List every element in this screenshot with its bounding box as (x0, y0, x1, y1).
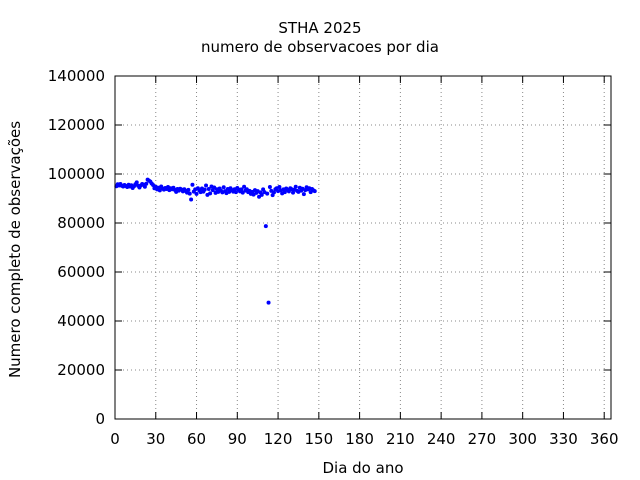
data-points (114, 177, 317, 305)
data-point (221, 185, 226, 190)
chart-title: STHA 2025 (278, 19, 362, 37)
y-tick-label: 60000 (57, 263, 105, 281)
x-tick-label: 30 (146, 430, 165, 448)
data-point (204, 183, 209, 188)
data-point (233, 190, 238, 195)
y-tick-label: 40000 (57, 312, 105, 330)
axis-ticks: 0 20000 40000 60000 80000 100000 120000 140000 0… (48, 67, 619, 448)
data-point (282, 190, 287, 195)
data-point (134, 180, 139, 185)
data-point (208, 191, 213, 196)
data-point (202, 187, 207, 192)
x-tick-label: 300 (508, 430, 537, 448)
grid-lines (115, 76, 611, 419)
data-point (189, 197, 194, 202)
x-tick-label: 240 (427, 430, 456, 448)
data-point (242, 184, 247, 189)
data-point (194, 191, 199, 196)
x-tick-label: 210 (386, 430, 415, 448)
x-tick-label: 330 (549, 430, 578, 448)
y-tick-label: 140000 (48, 67, 105, 85)
data-point (286, 189, 291, 194)
data-point (312, 189, 317, 194)
data-point (263, 224, 268, 229)
data-point (206, 186, 211, 191)
data-point (239, 187, 244, 192)
y-tick-label: 80000 (57, 214, 105, 232)
plot-frame (114, 75, 612, 420)
data-point (266, 300, 271, 305)
x-axis-label: Dia do ano (322, 459, 403, 477)
data-point (301, 192, 306, 197)
y-tick-label: 20000 (57, 361, 105, 379)
x-tick-label: 180 (345, 430, 374, 448)
x-tick-label: 360 (590, 430, 619, 448)
y-tick-label: 100000 (48, 165, 105, 183)
y-axis-label: Numero completo de observações (6, 121, 24, 378)
x-tick-label: 90 (228, 430, 247, 448)
x-tick-label: 0 (110, 430, 120, 448)
data-point (277, 184, 282, 189)
data-point (190, 182, 195, 187)
x-tick-label: 60 (187, 430, 206, 448)
data-point (144, 181, 149, 186)
data-point (265, 191, 270, 196)
y-tick-label: 120000 (48, 116, 105, 134)
chart-subtitle: numero de observacoes por dia (201, 38, 439, 56)
data-point (293, 184, 298, 189)
data-point (259, 192, 264, 197)
data-point (186, 187, 191, 192)
data-point (267, 184, 272, 189)
x-tick-label: 120 (264, 430, 293, 448)
y-tick-label: 0 (95, 410, 105, 428)
data-point (271, 190, 276, 195)
data-point (187, 191, 192, 196)
x-tick-label: 150 (305, 430, 334, 448)
x-tick-label: 270 (468, 430, 497, 448)
